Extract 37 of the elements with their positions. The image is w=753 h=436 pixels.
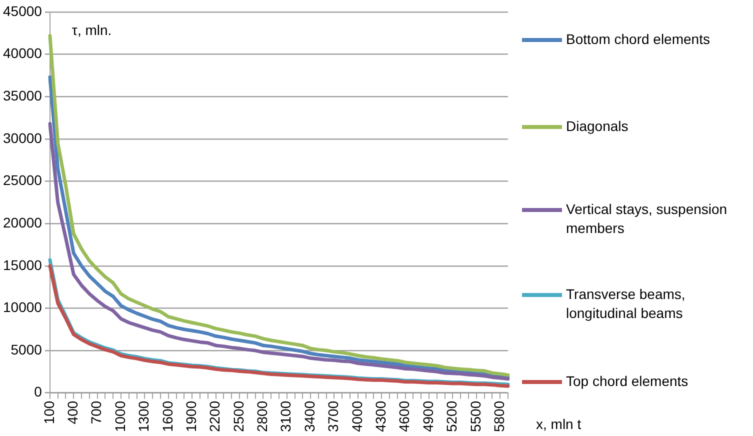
y-axis-title: τ, mln. [72, 22, 112, 38]
legend-label: Top chord elements [566, 372, 690, 391]
x-axis-title: x, mln t [536, 416, 582, 432]
x-tick-label: 5800 [490, 400, 507, 432]
y-tick-label: 15000 [2, 256, 42, 273]
x-tick-label: 1900 [182, 400, 199, 432]
y-tick-label: 20000 [2, 214, 42, 230]
x-tick-label: 1300 [136, 400, 152, 432]
y-tick-label: 0 [34, 384, 42, 400]
x-tick-label: 4300 [372, 400, 388, 432]
x-tick-label: 5200 [444, 400, 460, 432]
x-tick-label: 4900 [420, 400, 436, 432]
x-tick-label: 3100 [278, 400, 294, 432]
x-tick-label: 700 [88, 400, 104, 424]
y-tick-label: 10000 [2, 299, 42, 316]
x-tick-label: 1600 [159, 400, 176, 432]
x-tick-label: 5500 [467, 400, 484, 432]
legend-label: Transverse beams, longitudinal beams [566, 285, 686, 323]
y-tick-label: 40000 [2, 45, 42, 62]
y-tick-label: 5000 [10, 341, 42, 358]
x-tick-label: 4000 [348, 400, 365, 432]
y-tick-label: 35000 [2, 87, 42, 104]
x-tick-label: 2800 [254, 400, 270, 432]
x-tick-label: 3400 [301, 400, 318, 432]
x-tick-label: 100 [40, 400, 57, 424]
x-tick-label: 2500 [230, 400, 246, 432]
x-tick-label: 400 [64, 400, 80, 424]
legend-label: Diagonals [566, 117, 630, 136]
x-tick-label: 2200 [206, 400, 223, 432]
x-tick-label: 3700 [325, 400, 342, 432]
y-tick-label: 25000 [2, 172, 42, 188]
legend-label: Vertical stays, suspension members [566, 200, 728, 238]
y-tick-label: 30000 [2, 130, 42, 146]
x-tick-label: 1000 [112, 400, 128, 432]
legend-label: Bottom chord elements [566, 30, 711, 49]
y-tick-label: 45000 [2, 2, 42, 19]
x-tick-label: 4600 [396, 400, 412, 432]
